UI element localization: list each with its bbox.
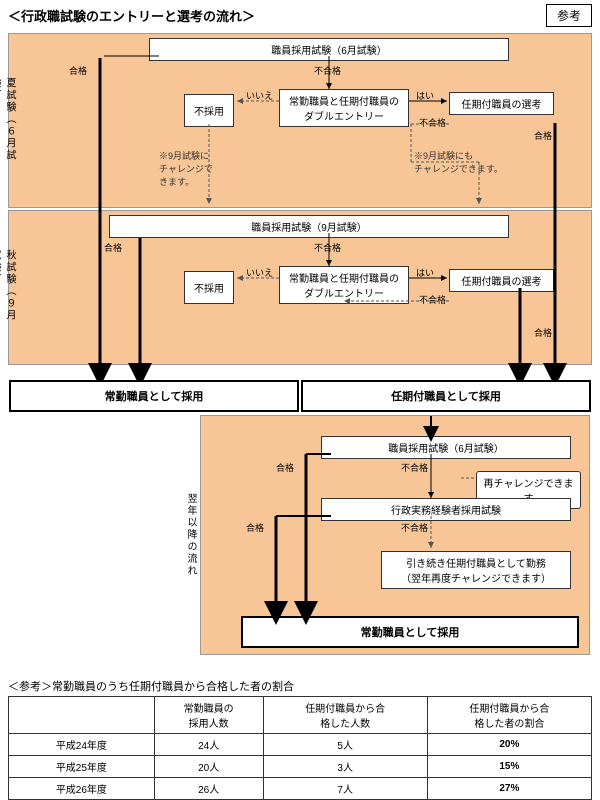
cell: 20% xyxy=(427,734,591,756)
title-row: ＜行政職試験のエントリーと選考の流れ＞ 参考 xyxy=(0,0,600,31)
node-term-select-a: 任期付職員の選考 xyxy=(449,92,554,115)
cell: 15% xyxy=(427,756,591,778)
cell: 20人 xyxy=(154,756,263,778)
yes-label-b: はい xyxy=(416,266,434,279)
node-continue-c: 引き続き任期付職員として勤務 （翌年再度チャレンジできます） xyxy=(381,551,571,589)
cell: 平成26年度 xyxy=(9,778,155,800)
cell: 27% xyxy=(427,778,591,800)
pass-label: 合格 xyxy=(69,64,87,77)
th-2: 任期付職員から合 格した人数 xyxy=(263,697,427,734)
fail-label-b: 不合格 xyxy=(314,241,341,254)
node-exam-sept: 職員採用試験（9月試験） xyxy=(109,215,509,238)
node-not-hired-a: 不採用 xyxy=(184,94,234,127)
result-regular: 常勤職員として採用 xyxy=(9,380,299,412)
fail2-label-b: 不合格 xyxy=(419,293,446,306)
cell: 5人 xyxy=(263,734,427,756)
th-1: 常勤職員の 採用人数 xyxy=(154,697,263,734)
note-left-a: ※9月試験に チャレンジで きます。 xyxy=(159,149,213,188)
no-label-b: いいえ xyxy=(246,266,273,279)
node-exam1-c: 職員採用試験（6月試験） xyxy=(321,436,571,459)
th-3: 任期付職員から合 格した者の割合 xyxy=(427,697,591,734)
node-not-hired-b: 不採用 xyxy=(184,271,234,304)
th-0 xyxy=(9,697,155,734)
reference-box: 参考 xyxy=(546,4,592,27)
nextyear-label: 翌年以降の流れ xyxy=(183,493,198,577)
pass-label-b: 合格 xyxy=(104,241,122,254)
table-row: 平成25年度 20人 3人 15% xyxy=(9,756,592,778)
pass-label-c: 合格 xyxy=(276,461,294,474)
yes-label-a: はい xyxy=(416,89,434,102)
table-title: ＜参考＞常勤職員のうち任期付職員から合格した者の割合 xyxy=(8,678,592,694)
fail-label: 不合格 xyxy=(314,64,341,77)
node-exam-june: 職員採用試験（6月試験） xyxy=(149,38,509,61)
node-dual-entry-b: 常勤職員と任期付職員の ダブルエントリー xyxy=(279,266,409,304)
fail2-label-a: 不合格 xyxy=(419,116,446,129)
no-label-a: いいえ xyxy=(246,89,273,102)
result-regular-c: 常勤職員として採用 xyxy=(241,616,579,648)
node-exam2-c: 行政実務経験者採用試験 xyxy=(321,498,571,521)
cell: 24人 xyxy=(154,734,263,756)
table-section: ＜参考＞常勤職員のうち任期付職員から合格した者の割合 常勤職員の 採用人数 任期… xyxy=(8,678,592,800)
cell: 平成24年度 xyxy=(9,734,155,756)
node-term-select-b: 任期付職員の選考 xyxy=(449,269,554,292)
summer-label: 夏試験（６月試験） xyxy=(0,77,17,164)
cell: 平成25年度 xyxy=(9,756,155,778)
result-term: 任期付職員として採用 xyxy=(301,380,591,412)
section-autumn: 秋試験（９月試験） 職員採用試験（9月試験） 合格 不合格 常勤職員と任期付職員… xyxy=(8,210,592,365)
note-right-a: ※9月試験にも チャレンジできます。 xyxy=(414,149,503,175)
pass2-label-a: 合格 xyxy=(534,129,552,142)
node-dual-entry-a: 常勤職員と任期付職員の ダブルエントリー xyxy=(279,89,409,127)
section-summer: 夏試験（６月試験） 職員採用試験（6月試験） 合格 不合格 常勤職員と任期付職員… xyxy=(8,33,592,208)
fail-label-c: 不合格 xyxy=(401,461,428,474)
cell: 7人 xyxy=(263,778,427,800)
main-title: ＜行政職試験のエントリーと選考の流れ＞ xyxy=(8,6,255,25)
table-row: 平成24年度 24人 5人 20% xyxy=(9,734,592,756)
autumn-label: 秋試験（９月試験） xyxy=(0,249,17,326)
table-row: 平成26年度 26人 7人 27% xyxy=(9,778,592,800)
cell: 3人 xyxy=(263,756,427,778)
ref-table: 常勤職員の 採用人数 任期付職員から合 格した人数 任期付職員から合 格した者の… xyxy=(8,696,592,800)
fail2-label-c: 不合格 xyxy=(401,521,428,534)
pass2-label-c: 合格 xyxy=(246,521,264,534)
result-row: 常勤職員として採用 任期付職員として採用 xyxy=(8,380,592,412)
section-next-year: 翌年以降の流れ 職員採用試験（6月試験） 合格 不合格 再チャレンジできます 行… xyxy=(200,415,590,655)
table-header-row: 常勤職員の 採用人数 任期付職員から合 格した人数 任期付職員から合 格した者の… xyxy=(9,697,592,734)
cell: 26人 xyxy=(154,778,263,800)
pass2-label-b: 合格 xyxy=(534,326,552,339)
page: ＜行政職試験のエントリーと選考の流れ＞ 参考 夏試験（６月試験） 職員採用試験（… xyxy=(0,0,600,800)
